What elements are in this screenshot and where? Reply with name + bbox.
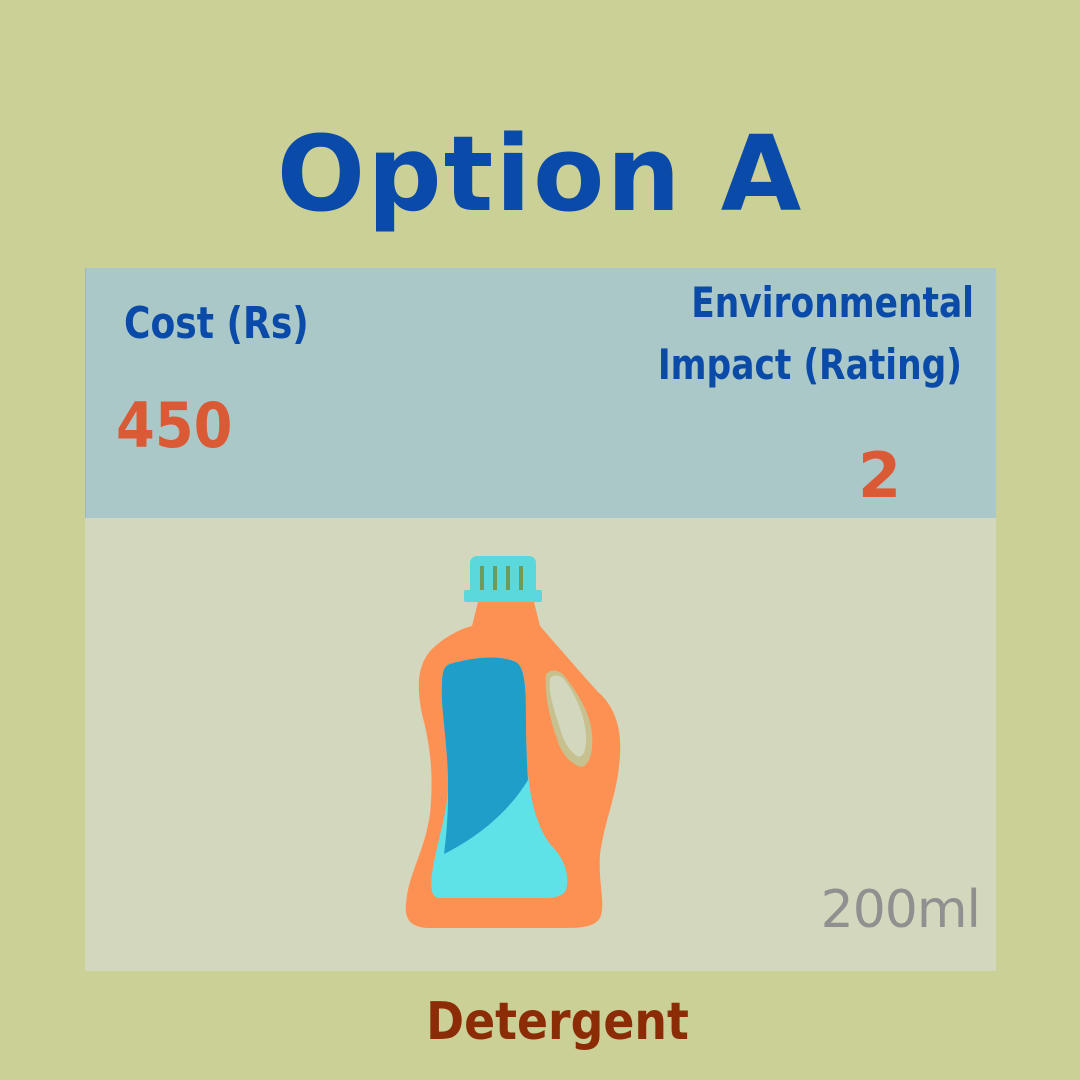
- environmental-impact-value: 2: [858, 439, 902, 512]
- bottle-cap-rim: [464, 590, 542, 602]
- environmental-impact-label-line2: Impact (Rating): [657, 340, 962, 389]
- bottle-handle-hole-inner: [549, 675, 587, 757]
- cap-ridge: [493, 566, 497, 590]
- cap-ridge: [480, 566, 484, 590]
- volume-label: 200ml: [820, 880, 981, 940]
- cost-label: Cost (Rs): [124, 298, 309, 349]
- environmental-impact-label-line1: Environmental: [691, 278, 974, 327]
- info-panel: Cost (Rs) 450 Environmental Impact (Rati…: [85, 268, 996, 518]
- cap-ridge: [519, 566, 523, 590]
- bottle-label-dark: [441, 657, 528, 854]
- product-name: Detergent: [426, 992, 689, 1052]
- cost-value: 450: [116, 389, 233, 462]
- detergent-bottle-icon: [405, 556, 621, 928]
- environmental-impact-label: Environmental Impact (Rating): [554, 274, 974, 394]
- product-panel: 200ml: [85, 518, 996, 971]
- page-title: Option A: [276, 113, 804, 235]
- cap-ridge: [506, 566, 510, 590]
